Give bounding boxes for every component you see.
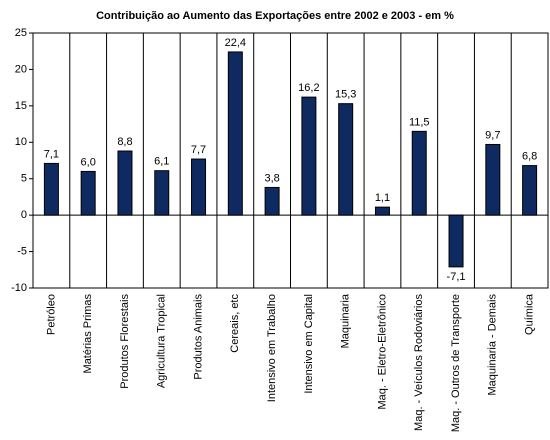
value-label: -7,1 — [447, 271, 466, 283]
value-label: 22,4 — [225, 37, 246, 49]
x-tick-label: Maquinaria — [340, 293, 352, 348]
bar — [264, 186, 280, 216]
x-tick-label: Maq. - Outros de Transporte — [450, 294, 462, 432]
bar — [448, 214, 464, 268]
value-label: 6,1 — [154, 156, 169, 168]
bar — [191, 158, 207, 216]
bar — [154, 170, 170, 216]
x-tick-label: Química — [524, 293, 536, 335]
value-label: 6,0 — [81, 156, 96, 168]
bar — [117, 150, 133, 216]
y-tick-label: 15 — [15, 100, 27, 112]
x-tick-label: Intensivo em Capital — [303, 294, 315, 394]
x-tick-label: Maq. - Veículos Rodoviários — [413, 294, 425, 431]
y-tick-label: -10 — [11, 282, 27, 294]
value-label: 3,8 — [264, 172, 279, 184]
y-tick-label: 20 — [15, 63, 27, 75]
bar — [374, 206, 390, 216]
x-tick-label: Maq. - Eletro-Eletrônico — [376, 294, 388, 410]
value-label: 7,7 — [191, 144, 206, 156]
y-tick-label: 5 — [21, 173, 27, 185]
bar — [227, 51, 243, 216]
x-tick-label: Produtos Florestais — [119, 294, 131, 389]
y-tick-label: 10 — [15, 136, 27, 148]
chart-title: Contribuição ao Aumento das Exportações … — [96, 10, 454, 22]
value-label: 16,2 — [298, 82, 319, 94]
bar — [338, 103, 354, 216]
value-label: 15,3 — [335, 89, 356, 101]
value-label: 7,1 — [44, 148, 59, 160]
x-tick-label: Matérias Primas — [82, 294, 94, 374]
bar — [301, 96, 317, 216]
value-label: 9,7 — [485, 129, 500, 141]
bar — [485, 143, 501, 216]
x-tick-label: Petróleo — [45, 294, 57, 335]
x-tick-label: Maquinaria - Demais — [487, 294, 499, 396]
bar — [43, 162, 59, 216]
bar — [411, 130, 427, 216]
x-tick-label: Produtos Animais — [192, 294, 204, 380]
y-tick-label: 0 — [21, 209, 27, 221]
x-tick-label: Agricultura Tropical — [156, 294, 168, 388]
bar — [80, 170, 96, 216]
x-tick-label: Cereais, etc — [229, 294, 241, 353]
bar — [522, 165, 538, 216]
value-label: 1,1 — [375, 192, 390, 204]
x-tick-label: Intensivo em Trabalho — [266, 294, 278, 402]
y-tick-label: -5 — [17, 245, 27, 257]
value-label: 6,8 — [522, 151, 537, 163]
y-tick-label: 25 — [15, 27, 27, 39]
value-label: 11,5 — [409, 116, 430, 128]
value-label: 8,8 — [117, 136, 132, 148]
